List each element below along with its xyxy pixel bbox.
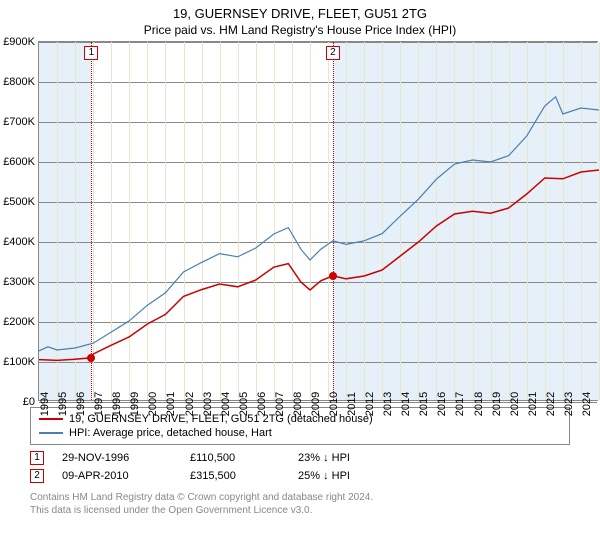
- chart-container: 19, GUERNSEY DRIVE, FLEET, GU51 2TG Pric…: [0, 0, 600, 560]
- y-axis-label: £900K: [3, 36, 35, 48]
- y-axis-label: £700K: [3, 116, 35, 128]
- event-marker: 1: [30, 451, 44, 465]
- footnote-line: Contains HM Land Registry data © Crown c…: [30, 491, 570, 504]
- series-svg: [39, 42, 599, 402]
- y-axis-label: £100K: [3, 356, 35, 368]
- event-date: 09-APR-2010: [62, 470, 172, 482]
- legend-label: HPI: Average price, detached house, Hart: [69, 427, 272, 439]
- event-price: £110,500: [190, 452, 280, 464]
- y-axis-label: £500K: [3, 196, 35, 208]
- chart-title: 19, GUERNSEY DRIVE, FLEET, GU51 2TG: [0, 0, 600, 21]
- event-date: 29-NOV-1996: [62, 452, 172, 464]
- y-axis-label: £200K: [3, 316, 35, 328]
- sale-point: [87, 354, 95, 362]
- sale-events: 1 29-NOV-1996 £110,500 23% ↓ HPI 2 09-APR-201…: [30, 449, 570, 485]
- footnote: Contains HM Land Registry data © Crown c…: [30, 491, 570, 517]
- y-axis-label: £300K: [3, 276, 35, 288]
- plot-area: £0£100K£200K£300K£400K£500K£600K£700K£80…: [38, 41, 598, 401]
- footnote-line: This data is licensed under the Open Gov…: [30, 504, 570, 517]
- legend-swatch: [39, 432, 63, 434]
- y-axis-label: £0: [23, 396, 35, 408]
- event-delta: 25% ↓ HPI: [298, 470, 350, 482]
- y-axis-label: £600K: [3, 156, 35, 168]
- event-row: 1 29-NOV-1996 £110,500 23% ↓ HPI: [30, 449, 570, 467]
- series-price_paid: [39, 170, 599, 360]
- event-row: 2 09-APR-2010 £315,500 25% ↓ HPI: [30, 467, 570, 485]
- legend-item: HPI: Average price, detached house, Hart: [39, 426, 561, 440]
- event-marker: 2: [30, 469, 44, 483]
- series-hpi: [39, 97, 599, 351]
- event-price: £315,500: [190, 470, 280, 482]
- sale-point: [329, 272, 337, 280]
- legend-swatch: [39, 418, 63, 420]
- chart-subtitle: Price paid vs. HM Land Registry's House …: [0, 21, 600, 41]
- event-delta: 23% ↓ HPI: [298, 452, 350, 464]
- y-axis-label: £800K: [3, 76, 35, 88]
- y-axis-label: £400K: [3, 236, 35, 248]
